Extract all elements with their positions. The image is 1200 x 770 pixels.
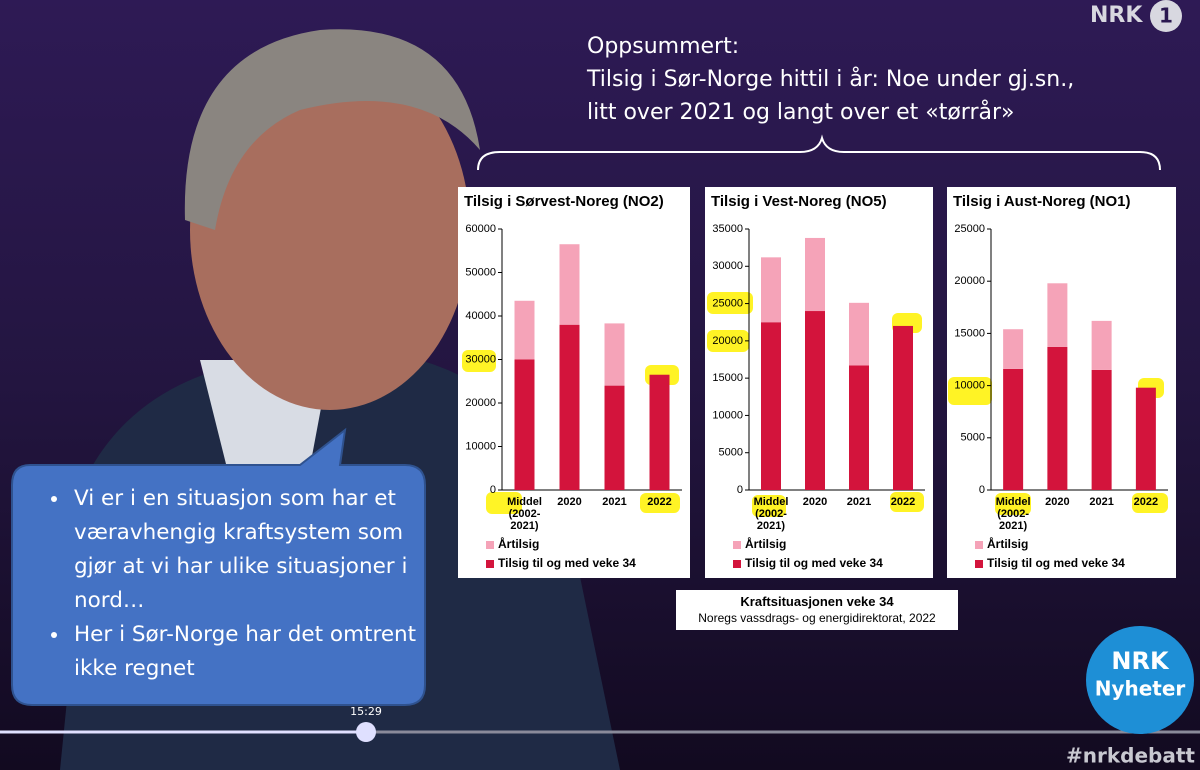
summary-header: Oppsummert: Tilsig i Sør-Norge hittil i … (587, 30, 1074, 129)
bar-segment (805, 311, 825, 490)
x-tick-label: 2022 (1133, 496, 1159, 508)
bar-segment (805, 237, 825, 312)
bullet: Vi er i en situasjon som har et væravhen… (70, 482, 450, 618)
brace (477, 134, 1161, 171)
news-logo (1086, 626, 1194, 734)
legend-swatch (975, 541, 983, 549)
legend-label: Tilsig til og med veke 34 (745, 556, 883, 570)
bar-segment (649, 374, 670, 490)
legend-label: Årtilsig (498, 536, 539, 551)
y-tick-label: 20000 (465, 397, 496, 409)
legend-swatch (733, 560, 741, 568)
legend-swatch (486, 541, 494, 549)
source-subtitle: Noregs vassdrags- og energidirektorat, 2… (698, 611, 936, 625)
y-tick-label: 10000 (712, 409, 743, 421)
bar-segment (604, 323, 625, 386)
y-tick-label: 20000 (712, 335, 743, 347)
y-tick-label: 30000 (712, 260, 743, 272)
x-tick-label: Middel (2002-2021) (995, 496, 1031, 532)
y-tick-label: 20000 (954, 275, 985, 287)
person-face (190, 50, 470, 410)
bar-segment (893, 325, 913, 490)
x-tick-label: 2020 (1045, 496, 1070, 508)
bullet-list: Vi er i en situasjon som har et væravhen… (28, 482, 450, 686)
legend-swatch (486, 560, 494, 568)
bar-segment (849, 365, 869, 490)
y-tick-label: 40000 (465, 310, 496, 322)
bar-segment (849, 302, 869, 366)
x-tick-label: 2020 (557, 496, 582, 508)
bar-segment (761, 322, 781, 490)
x-tick-label: Middel (2002-2021) (507, 496, 542, 532)
legend-swatch (975, 560, 983, 568)
x-tick-label: Middel (2002-2021) (753, 496, 789, 532)
channel-number: 1 (1159, 4, 1173, 28)
y-tick-label: 30000 (465, 353, 496, 365)
legend-swatch (733, 541, 741, 549)
y-tick-label: 35000 (712, 223, 743, 235)
legend-label: Tilsig til og med veke 34 (498, 556, 636, 570)
y-tick-label: 5000 (719, 447, 743, 459)
summary-line: Tilsig i Sør-Norge hittil i år: Noe unde… (587, 67, 1075, 92)
highlights (462, 292, 1168, 517)
bullet: Her i Sør-Norge har det omtrent ikke reg… (70, 618, 450, 686)
y-tick-label: 0 (490, 484, 496, 496)
x-tick-label: 2021 (602, 496, 627, 508)
bar-segment (761, 257, 781, 323)
time-label: 15:29 (350, 705, 382, 718)
source-title: Kraftsituasjonen veke 34 (740, 594, 894, 609)
chart-title: Tilsig i Sørvest-Noreg (NO2) (464, 193, 664, 210)
bar-segment (559, 324, 580, 490)
y-tick-label: 0 (979, 484, 985, 496)
bar-segment (1003, 368, 1024, 490)
y-tick-label: 5000 (961, 432, 985, 444)
y-tick-label: 10000 (465, 440, 496, 452)
x-tick-label: 2022 (890, 496, 916, 508)
channel-logo-circle (1150, 0, 1182, 32)
news-brand: NRK (1111, 647, 1170, 675)
x-tick-label: 2021 (1089, 496, 1114, 508)
y-tick-label: 50000 (465, 266, 496, 278)
bar-segment (1047, 283, 1068, 347)
bar-segment (559, 244, 580, 325)
person-hair (184, 29, 481, 230)
y-tick-label: 60000 (465, 223, 496, 235)
y-tick-label: 15000 (954, 327, 985, 339)
y-tick-label: 15000 (712, 372, 743, 384)
x-tick-label: 2022 (647, 496, 672, 508)
speech-bubble (11, 427, 426, 706)
chart-title: Tilsig i Aust-Noreg (NO1) (953, 193, 1131, 210)
legend-label: Årtilsig (987, 536, 1028, 551)
legend-label: Tilsig til og med veke 34 (987, 556, 1125, 570)
bar-segment (1003, 329, 1024, 369)
bar-segment (1091, 369, 1112, 490)
y-tick-label: 25000 (954, 223, 985, 235)
bar-segment (1135, 387, 1156, 490)
chart-title: Tilsig i Vest-Noreg (NO5) (711, 193, 887, 210)
bar-segment (514, 300, 535, 360)
source-box: Kraftsituasjonen veke 34 Noregs vassdrag… (676, 590, 958, 630)
bar-segment (604, 385, 625, 490)
y-tick-label: 10000 (954, 380, 985, 392)
bar-segment (1047, 346, 1068, 490)
hashtag: #nrkdebatt (1066, 744, 1195, 768)
progress-knob[interactable] (356, 722, 376, 742)
bar-segment (514, 359, 535, 490)
channel-logo: NRK (1090, 3, 1143, 28)
bar-segment (1091, 320, 1112, 370)
legend-label: Årtilsig (745, 536, 786, 551)
news-name: Nyheter (1095, 677, 1186, 701)
y-tick-label: 25000 (712, 297, 743, 309)
y-tick-label: 0 (737, 484, 743, 496)
summary-line: Oppsummert: (587, 34, 740, 59)
x-tick-label: 2021 (846, 496, 872, 508)
x-tick-label: 2020 (802, 496, 828, 508)
summary-line: litt over 2021 og langt over et «tørrår» (587, 100, 1015, 125)
